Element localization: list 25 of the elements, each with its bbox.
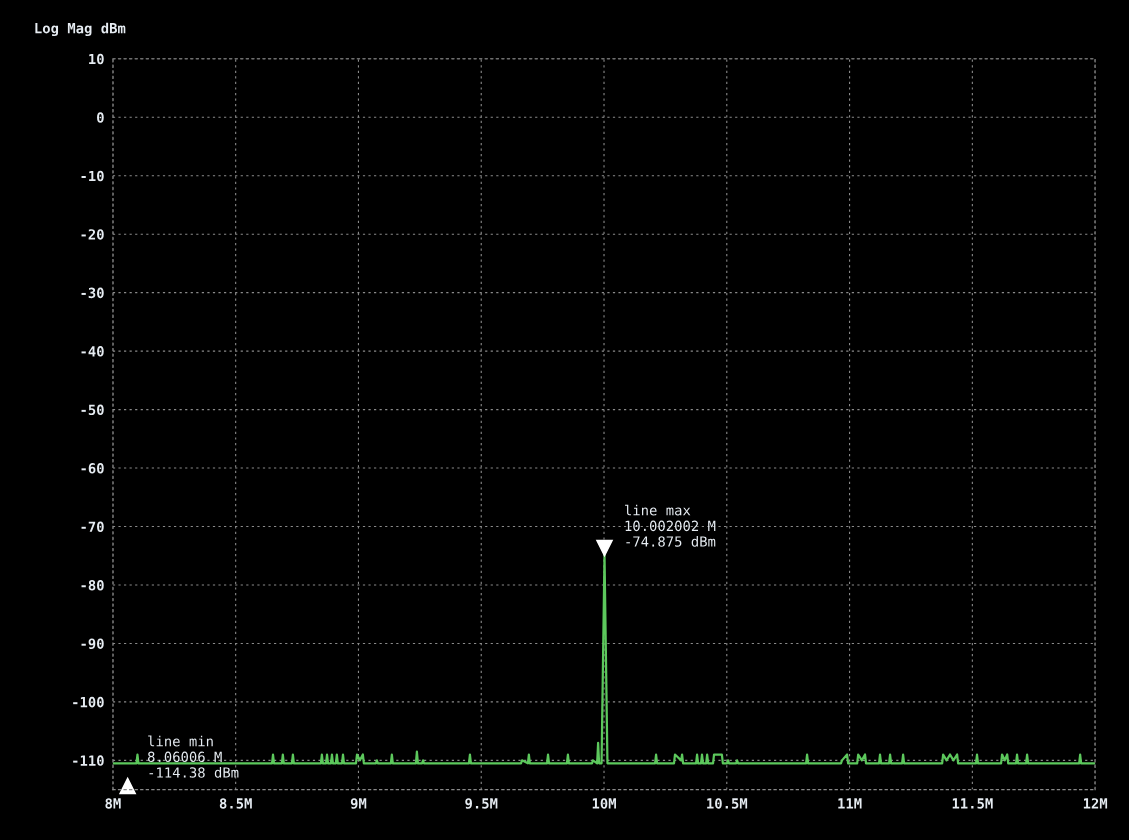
y-tick-label: -70	[81, 521, 104, 532]
y-tick-label: -100	[73, 696, 104, 708]
x-tick-label: 12M	[1083, 798, 1108, 809]
y-tick-label: -50	[81, 404, 104, 416]
y-tick-label: 10	[89, 53, 104, 65]
y-tick-label: -30	[81, 287, 104, 299]
y-tick-label: -60	[81, 463, 104, 474]
x-tick-label: 10.5M	[707, 798, 748, 809]
annotation: line min 8.06006 M -114.38 dBm	[147, 735, 239, 778]
x-tick-label: 8.5M	[219, 798, 252, 809]
x-tick-label: 10M	[592, 798, 616, 809]
y-tick-label: -40	[81, 346, 104, 357]
chart-title: Log Mag dBm	[35, 22, 126, 37]
y-tick-label: -90	[81, 638, 104, 649]
y-tick-label: 0	[97, 112, 104, 123]
y-tick-label: -20	[81, 229, 104, 240]
annotation: line max 10.002002 M -74.875 dBm	[625, 504, 716, 547]
y-tick-label: -80	[81, 579, 104, 591]
y-tick-label: -110	[73, 755, 104, 766]
y-tick-label: -10	[81, 170, 104, 182]
x-tick-label: 9M	[350, 798, 367, 809]
x-tick-label: 11.5M	[952, 798, 993, 809]
x-tick-label: 9.5M	[465, 798, 498, 809]
x-tick-label: 11M	[838, 798, 862, 809]
x-tick-label: 8M	[105, 798, 121, 809]
